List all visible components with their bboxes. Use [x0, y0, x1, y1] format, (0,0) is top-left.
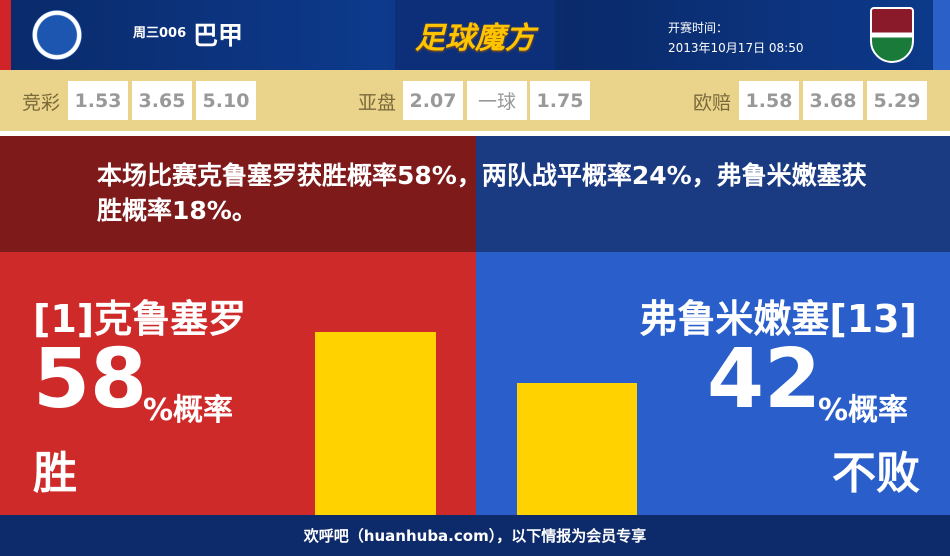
prediction-summary: 本场比赛克鲁塞罗获胜概率58%，两队战平概率24%，弗鲁米嫩塞获胜概率18%。	[97, 161, 867, 225]
jingcai-label: 竞彩	[22, 92, 61, 114]
away-pct: 42	[707, 332, 822, 427]
ouzhi-odd: 3.68	[803, 81, 863, 120]
brand-logo: 足球魔方	[395, 0, 555, 70]
away-probability-bar	[517, 383, 637, 515]
match-number: 周三006	[133, 26, 187, 41]
home-pct-suffix: %概率	[143, 393, 234, 428]
home-team-name: [1]克鲁塞罗	[33, 297, 247, 341]
away-color-strip	[933, 0, 950, 70]
jingcai-odd: 5.10	[196, 81, 256, 120]
kickoff-time: 2013年10月17日 08:50	[668, 41, 804, 55]
jingcai-odd: 3.65	[132, 81, 192, 120]
away-result: 不败	[832, 448, 920, 499]
home-win-pct: 58	[33, 332, 148, 427]
ouzhi-label: 欧赔	[693, 92, 732, 114]
home-color-strip	[0, 0, 11, 70]
footer-notice: 欢呼吧（huanhuba.com），以下情报为会员专享	[0, 515, 950, 556]
yapan-label: 亚盘	[358, 92, 397, 114]
yapan-odd: 1.75	[530, 81, 590, 120]
home-team-logo-icon	[32, 10, 82, 60]
yapan-handicap: 一球	[467, 81, 527, 120]
home-probability-bar	[315, 332, 436, 515]
ouzhi-odd: 1.58	[739, 81, 799, 120]
jingcai-odd: 1.53	[68, 81, 128, 120]
kickoff-label: 开赛时间：	[668, 21, 729, 35]
summary-bg-away	[476, 136, 950, 252]
ouzhi-odd: 5.29	[867, 81, 927, 120]
away-team-name: 弗鲁米嫩塞[13]	[639, 297, 917, 341]
league-name: 巴甲	[193, 21, 244, 50]
summary-bg-home	[0, 136, 476, 252]
home-result: 胜	[33, 448, 77, 499]
yapan-odd: 2.07	[403, 81, 463, 120]
away-team-logo-icon	[870, 7, 914, 63]
away-pct-suffix: %概率	[818, 393, 909, 428]
